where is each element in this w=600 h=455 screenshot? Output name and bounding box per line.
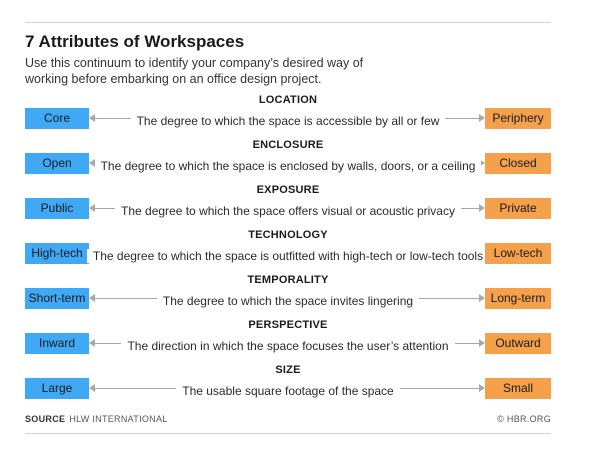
attribute-heading: SIZE (275, 364, 301, 376)
left-pole-label: Core (25, 108, 89, 129)
attribute-row: Large SIZE The usable square footage of … (25, 364, 551, 408)
attribute-row: High-tech TECHNOLOGY The degree to which… (25, 229, 551, 273)
arrow-left-icon (89, 159, 95, 167)
arrow-left-icon (89, 204, 95, 212)
arrow-left-icon (89, 114, 95, 122)
attribute-heading: TEMPORALITY (247, 274, 329, 286)
attribute-description: The degree to which the space invites li… (156, 294, 420, 308)
right-pole-label: Small (485, 378, 551, 399)
arrow-right-icon (479, 384, 485, 392)
attribute-description-wrap: The usable square footage of the space (25, 382, 551, 400)
left-pole-label: Open (25, 153, 89, 174)
attribute-heading: TECHNOLOGY (248, 229, 328, 241)
source-note: SOURCE HLW INTERNATIONAL (25, 414, 168, 424)
bottom-divider (25, 433, 551, 434)
arrow-left-icon (89, 384, 95, 392)
attribute-description-wrap: The degree to which the space is outfitt… (25, 247, 551, 265)
attribute-description: The degree to which the space is enclose… (94, 159, 482, 173)
source-text: HLW INTERNATIONAL (69, 414, 168, 424)
attribute-description: The usable square footage of the space (176, 384, 400, 398)
attribute-heading: ENCLOSURE (252, 139, 324, 151)
arrow-left-icon (89, 294, 95, 302)
left-pole-label: High-tech (25, 243, 89, 264)
right-pole-label: Low-tech (485, 243, 551, 264)
source-label: SOURCE (25, 414, 66, 424)
left-pole-label: Inward (25, 333, 89, 354)
right-pole-label: Outward (485, 333, 551, 354)
attribute-description-wrap: The degree to which the space is accessi… (25, 112, 551, 130)
top-divider (25, 22, 551, 23)
arrow-left-icon (89, 339, 95, 347)
attribute-description-wrap: The degree to which the space invites li… (25, 292, 551, 310)
arrow-right-icon (479, 294, 485, 302)
attribute-heading: PERSPECTIVE (248, 319, 328, 331)
attribute-heading: LOCATION (258, 94, 318, 106)
credit-note: © HBR.ORG (497, 414, 551, 424)
arrow-right-icon (479, 114, 485, 122)
arrow-right-icon (479, 204, 485, 212)
arrow-right-icon (479, 159, 485, 167)
left-pole-label: Public (25, 198, 89, 219)
attribute-row: Public EXPOSURE The degree to which the … (25, 184, 551, 228)
attribute-row: Short-term TEMPORALITY The degree to whi… (25, 274, 551, 318)
attribute-heading: EXPOSURE (256, 184, 320, 196)
attribute-description: The degree to which the space is accessi… (130, 114, 446, 128)
right-pole-label: Private (485, 198, 551, 219)
right-pole-label: Long-term (485, 288, 551, 309)
attribute-description: The direction in which the space focuses… (121, 339, 455, 353)
right-pole-label: Periphery (485, 108, 551, 129)
attribute-description-wrap: The direction in which the space focuses… (25, 337, 551, 355)
attribute-row: Inward PERSPECTIVE The direction in whic… (25, 319, 551, 363)
attribute-row: Open ENCLOSURE The degree to which the s… (25, 139, 551, 183)
page-subtitle: Use this continuum to identify your comp… (25, 56, 364, 86)
left-pole-label: Large (25, 378, 89, 399)
attribute-description: The degree to which the space offers vis… (115, 204, 461, 218)
left-pole-label: Short-term (25, 288, 89, 309)
attribute-description-wrap: The degree to which the space is enclose… (25, 157, 551, 175)
arrow-right-icon (479, 339, 485, 347)
page-title: 7 Attributes of Workspaces (25, 32, 245, 51)
attribute-description-wrap: The degree to which the space offers vis… (25, 202, 551, 220)
right-pole-label: Closed (485, 153, 551, 174)
attribute-description: The degree to which the space is outfitt… (86, 249, 490, 263)
attribute-row: Core LOCATION The degree to which the sp… (25, 94, 551, 138)
